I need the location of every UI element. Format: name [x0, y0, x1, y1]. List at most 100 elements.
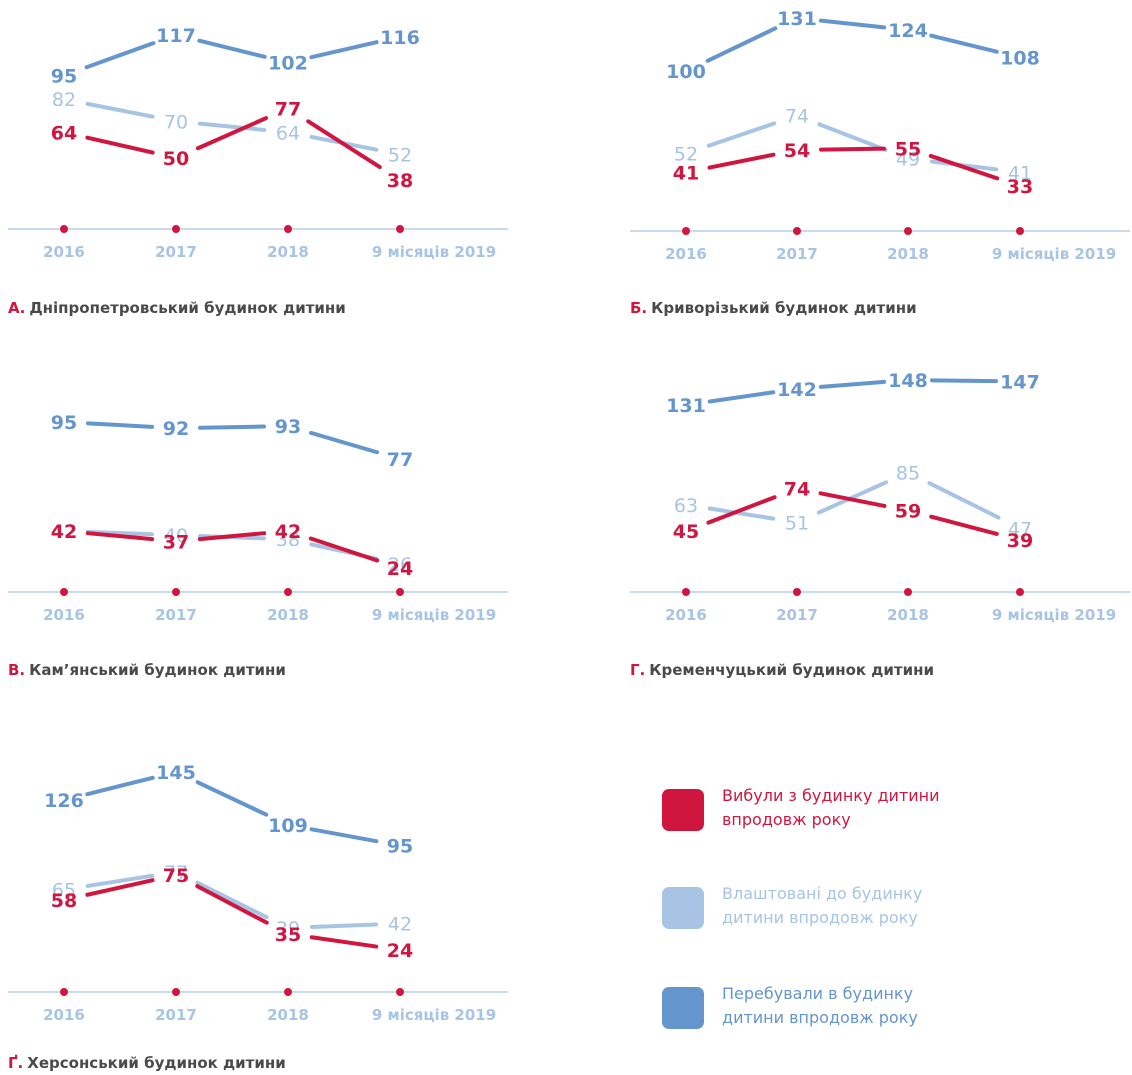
caption-title: Кам’янський будинок дитини: [29, 661, 286, 679]
series-segment-left: [197, 531, 267, 542]
data-label-placed: 52: [388, 144, 412, 166]
chart-panel: 2016 2017 2018 9 місяців 2019 126 145 109 95 65 7…: [8, 762, 508, 1024]
x-axis-dot: [396, 988, 404, 996]
series-segment-left: [308, 536, 380, 563]
data-label-stayed: 108: [1000, 47, 1040, 69]
data-label-left: 50: [163, 148, 189, 170]
data-label-left: 75: [163, 865, 189, 887]
data-label-placed: 26: [388, 554, 412, 576]
series-segment-placed: [816, 480, 889, 515]
data-label-placed: 77: [164, 862, 188, 884]
series-segment-stayed: [818, 379, 887, 389]
data-label-placed: 65: [52, 880, 76, 902]
data-label-left: 64: [51, 122, 77, 144]
x-axis-dot: [284, 988, 292, 996]
legend-swatch: [662, 789, 704, 831]
x-axis-dot: [284, 588, 292, 596]
x-tick-label: 2018: [887, 606, 929, 624]
chart-panel: 2016 2017 2018 9 місяців 2019 95 92 93 77 42 40 38…: [8, 412, 508, 624]
data-label-placed: 49: [896, 149, 920, 171]
data-label-placed: 42: [388, 914, 412, 936]
x-tick-label: 2018: [887, 245, 929, 263]
x-axis-dot: [284, 225, 292, 233]
x-tick-label: 2016: [665, 245, 707, 263]
x-axis-dot: [172, 588, 180, 596]
series-segment-left: [85, 531, 155, 542]
data-label-left: 35: [275, 924, 301, 946]
x-axis-dot: [60, 988, 68, 996]
legend-label: Перебували в будинку дитини впродовж рок…: [722, 984, 918, 1027]
data-label-placed: 85: [896, 462, 920, 484]
series-segment-stayed: [929, 378, 999, 384]
x-tick-label: 9 місяців 2019: [372, 1006, 496, 1024]
series-segment-stayed: [818, 18, 887, 30]
x-axis-dot: [172, 225, 180, 233]
data-label-left: 39: [1007, 530, 1033, 552]
x-tick-label: 2016: [43, 243, 85, 261]
legend-item-stayed: Перебували в будинку дитини впродовж рок…: [662, 982, 962, 1042]
x-tick-label: 2017: [776, 606, 818, 624]
data-label-stayed: 145: [156, 762, 196, 784]
data-label-left: 45: [673, 521, 699, 543]
data-label-stayed: 95: [51, 65, 77, 87]
data-label-left: 59: [895, 501, 921, 523]
x-axis-dot: [682, 588, 690, 596]
data-label-stayed: 126: [44, 790, 84, 812]
series-segment-left: [928, 153, 1000, 181]
x-axis-dot: [172, 988, 180, 996]
series-segment-left: [306, 119, 382, 170]
x-axis-dot: [1016, 227, 1024, 235]
x-axis-dot: [682, 227, 690, 235]
series-segment-stayed: [195, 780, 269, 817]
caption-title: Криворізький будинок дитини: [651, 299, 917, 317]
chart-panel: 2016 2017 2018 9 місяців 2019 95 117 102 116 82 7…: [8, 25, 508, 261]
data-label-left: 38: [387, 170, 413, 192]
series-segment-stayed: [197, 38, 267, 59]
data-label-stayed: 93: [275, 416, 301, 438]
data-label-placed: 74: [785, 106, 809, 128]
series-segment-stayed: [84, 41, 156, 70]
x-tick-label: 9 місяців 2019: [992, 606, 1116, 624]
x-axis-dot: [396, 588, 404, 596]
series-segment-stayed: [85, 421, 155, 429]
data-label-stayed: 109: [268, 815, 308, 837]
series-segment-stayed: [309, 430, 379, 455]
data-label-left: 77: [275, 98, 301, 120]
caption-title: Херсонський будинок дитини: [27, 1054, 286, 1072]
x-axis-dot: [904, 588, 912, 596]
data-label-left: 33: [1007, 176, 1033, 198]
data-label-stayed: 147: [1000, 371, 1040, 393]
x-tick-label: 2017: [155, 243, 197, 261]
series-segment-left: [707, 152, 776, 170]
data-label-stayed: 131: [666, 395, 706, 417]
x-tick-label: 2018: [267, 606, 309, 624]
x-tick-label: 9 місяців 2019: [372, 606, 496, 624]
chart-panel: 2016 2017 2018 9 місяців 2019 131 142 148 147 63…: [630, 370, 1130, 624]
data-label-placed: 47: [1008, 518, 1032, 540]
series-segment-stayed: [929, 33, 999, 54]
x-axis-dot: [904, 227, 912, 235]
x-tick-label: 2018: [267, 243, 309, 261]
data-label-stayed: 142: [777, 379, 817, 401]
series-segment-stayed: [705, 26, 778, 63]
series-segment-stayed: [309, 827, 379, 844]
legend-swatch: [662, 987, 704, 1029]
x-tick-label: 2017: [155, 1006, 197, 1024]
data-label-placed: 51: [785, 512, 809, 534]
series-segment-placed: [817, 122, 888, 152]
data-label-stayed: 100: [666, 61, 706, 83]
series-segment-left: [818, 146, 887, 152]
series-segment-left: [309, 935, 379, 949]
data-label-placed: 64: [276, 122, 300, 144]
series-segment-left: [818, 491, 887, 508]
data-label-stayed: 92: [163, 418, 189, 440]
x-tick-label: 2016: [43, 1006, 85, 1024]
data-label-left: 41: [673, 162, 699, 184]
data-label-stayed: 95: [51, 412, 77, 434]
data-label-stayed: 116: [380, 27, 420, 49]
x-axis-dot: [60, 588, 68, 596]
series-segment-placed: [309, 922, 379, 929]
data-label-left: 42: [51, 521, 77, 543]
series-segment-placed: [195, 880, 269, 920]
